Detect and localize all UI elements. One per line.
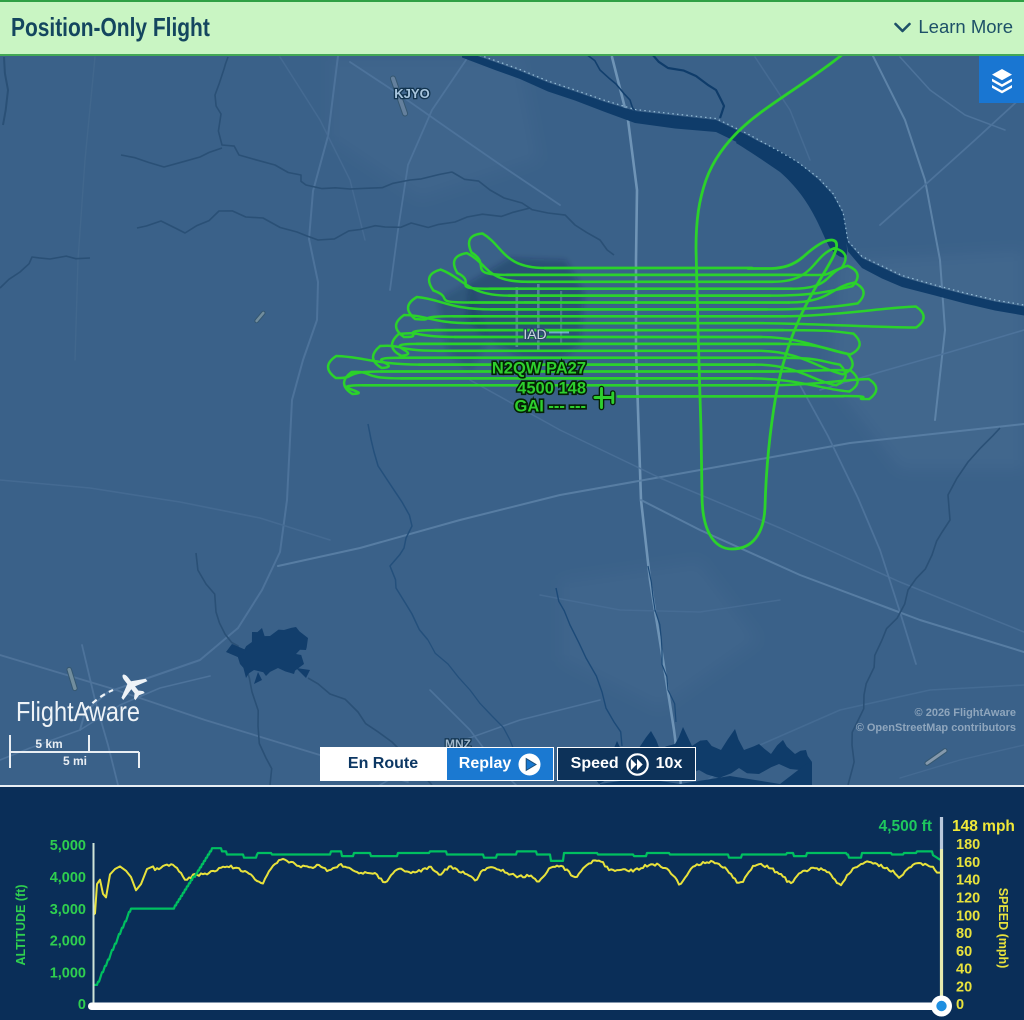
svg-text:N2QW PA27: N2QW PA27 — [492, 360, 586, 378]
svg-text:0: 0 — [78, 997, 86, 1013]
svg-text:140: 140 — [956, 873, 980, 889]
svg-text:© OpenStreetMap contributors: © OpenStreetMap contributors — [856, 722, 1016, 734]
svg-text:148 mph: 148 mph — [952, 818, 1015, 835]
svg-text:4,500 ft: 4,500 ft — [879, 818, 932, 835]
svg-text:20: 20 — [956, 979, 972, 995]
svg-text:ALTITUDE (ft): ALTITUDE (ft) — [14, 885, 28, 966]
svg-text:0: 0 — [956, 997, 964, 1013]
svg-text:180: 180 — [956, 837, 980, 853]
svg-text:80: 80 — [956, 926, 972, 942]
svg-text:5 km: 5 km — [35, 737, 62, 751]
svg-text:GAI --- ---: GAI --- --- — [515, 398, 586, 416]
svg-text:5 mi: 5 mi — [63, 754, 87, 768]
svg-text:© 2026 FlightAware: © 2026 FlightAware — [915, 707, 1016, 719]
svg-text:5,000: 5,000 — [50, 838, 86, 854]
svg-text:60: 60 — [956, 944, 972, 960]
svg-text:3,000: 3,000 — [50, 902, 86, 918]
svg-text:4500 148: 4500 148 — [517, 380, 586, 398]
svg-text:SPEED (mph): SPEED (mph) — [996, 888, 1010, 969]
svg-text:KJYO: KJYO — [394, 86, 429, 101]
svg-text:160: 160 — [956, 855, 980, 871]
svg-text:FlightAware: FlightAware — [16, 696, 140, 727]
svg-text:2,000: 2,000 — [50, 934, 86, 950]
svg-text:4,000: 4,000 — [50, 870, 86, 886]
svg-text:120: 120 — [956, 891, 980, 907]
svg-text:1,000: 1,000 — [50, 965, 86, 981]
svg-text:100: 100 — [956, 908, 980, 924]
svg-text:40: 40 — [956, 962, 972, 978]
svg-text:IAD: IAD — [523, 326, 546, 342]
